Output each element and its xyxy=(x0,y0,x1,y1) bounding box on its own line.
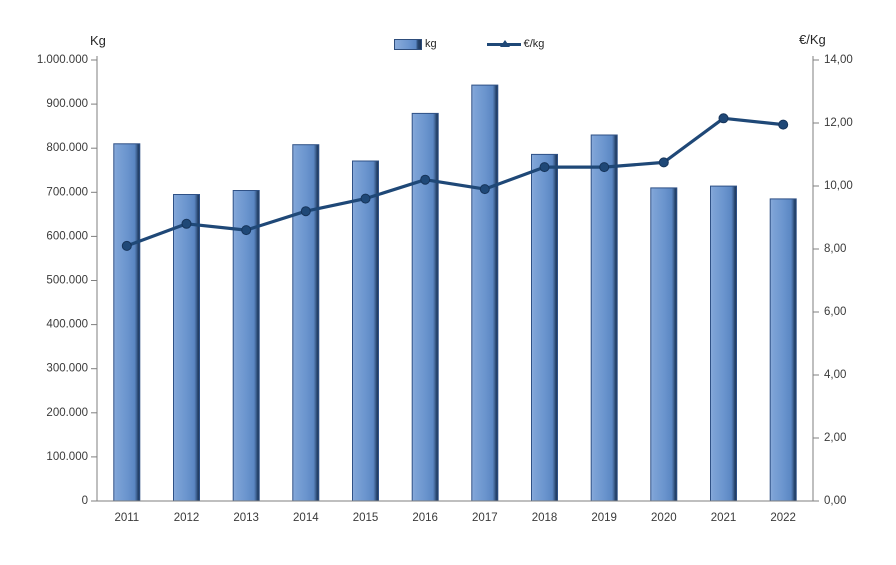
left-axis-tick-label: 600.000 xyxy=(46,230,88,242)
left-axis-tick-label: 0 xyxy=(82,495,88,507)
left-axis-tick-label: 900.000 xyxy=(46,98,88,110)
left-axis-tick-label: 500.000 xyxy=(46,275,88,287)
chart-legend: kg €/kg xyxy=(394,38,544,50)
line-marker xyxy=(599,162,610,173)
left-axis-tick-label: 200.000 xyxy=(46,407,88,419)
right-axis-tick-label: 2,00 xyxy=(824,432,846,444)
x-axis-tick-label: 2017 xyxy=(472,512,498,524)
left-axis-tick-label: 800.000 xyxy=(46,142,88,154)
line-marker xyxy=(778,119,789,130)
bar xyxy=(232,190,260,502)
legend-label-eur-per-kg: €/kg xyxy=(523,38,545,50)
x-axis-tick-label: 2016 xyxy=(412,512,438,524)
bar xyxy=(411,112,439,502)
right-axis-tick-label: 4,00 xyxy=(824,369,846,381)
line-marker xyxy=(300,206,311,217)
left-axis-tick-label: 100.000 xyxy=(46,451,88,463)
line-marker xyxy=(360,193,371,204)
bar xyxy=(710,185,737,502)
bar xyxy=(292,144,320,502)
bar xyxy=(113,143,141,502)
right-axis-title: €/Kg xyxy=(799,32,826,47)
line-swatch-marker-icon xyxy=(499,39,510,47)
left-axis-tick-label: 300.000 xyxy=(46,363,88,375)
x-axis-tick-label: 2013 xyxy=(233,512,259,524)
line-marker xyxy=(420,174,431,185)
x-axis-tick-label: 2018 xyxy=(532,512,558,524)
legend-label-kg: kg xyxy=(425,38,437,50)
bar-series-swatch-icon xyxy=(394,38,422,50)
x-axis-tick-label: 2012 xyxy=(174,512,200,524)
right-axis-tick-label: 12,00 xyxy=(824,117,853,129)
line-marker xyxy=(658,157,669,168)
right-axis-tick-label: 8,00 xyxy=(824,243,846,255)
right-axis-tick-label: 10,00 xyxy=(824,180,853,192)
bar xyxy=(590,134,618,502)
x-axis-tick-label: 2019 xyxy=(591,512,617,524)
bar xyxy=(173,194,200,502)
x-axis-tick-label: 2011 xyxy=(114,512,139,524)
right-axis-tick-label: 6,00 xyxy=(824,306,846,318)
line-marker xyxy=(181,218,192,229)
line-marker xyxy=(718,113,729,124)
line-marker xyxy=(121,240,132,251)
x-axis-tick-label: 2015 xyxy=(353,512,379,524)
bar xyxy=(531,153,558,502)
x-axis-tick-label: 2020 xyxy=(651,512,677,524)
legend-item-eur-per-kg: €/kg xyxy=(486,38,545,50)
bar xyxy=(471,84,499,502)
line-marker xyxy=(539,162,550,173)
bar xyxy=(352,160,379,502)
x-axis-tick-label: 2021 xyxy=(711,512,737,524)
x-axis-tick-label: 2022 xyxy=(770,512,796,524)
line-series xyxy=(125,116,785,248)
line-marker xyxy=(241,225,252,236)
left-axis-tick-label: 1.000.000 xyxy=(37,54,88,66)
legend-item-kg: kg xyxy=(394,38,437,50)
bar xyxy=(650,187,678,502)
right-axis-tick-label: 0,00 xyxy=(824,495,846,507)
line-marker xyxy=(479,184,490,195)
line-series-swatch-icon xyxy=(486,39,521,49)
left-axis-tick-label: 700.000 xyxy=(46,186,88,198)
left-axis-title: Kg xyxy=(90,33,106,48)
bar xyxy=(769,198,797,502)
left-axis-tick-label: 400.000 xyxy=(46,319,88,331)
right-axis-tick-label: 14,00 xyxy=(824,54,853,66)
x-axis-tick-label: 2014 xyxy=(293,512,319,524)
